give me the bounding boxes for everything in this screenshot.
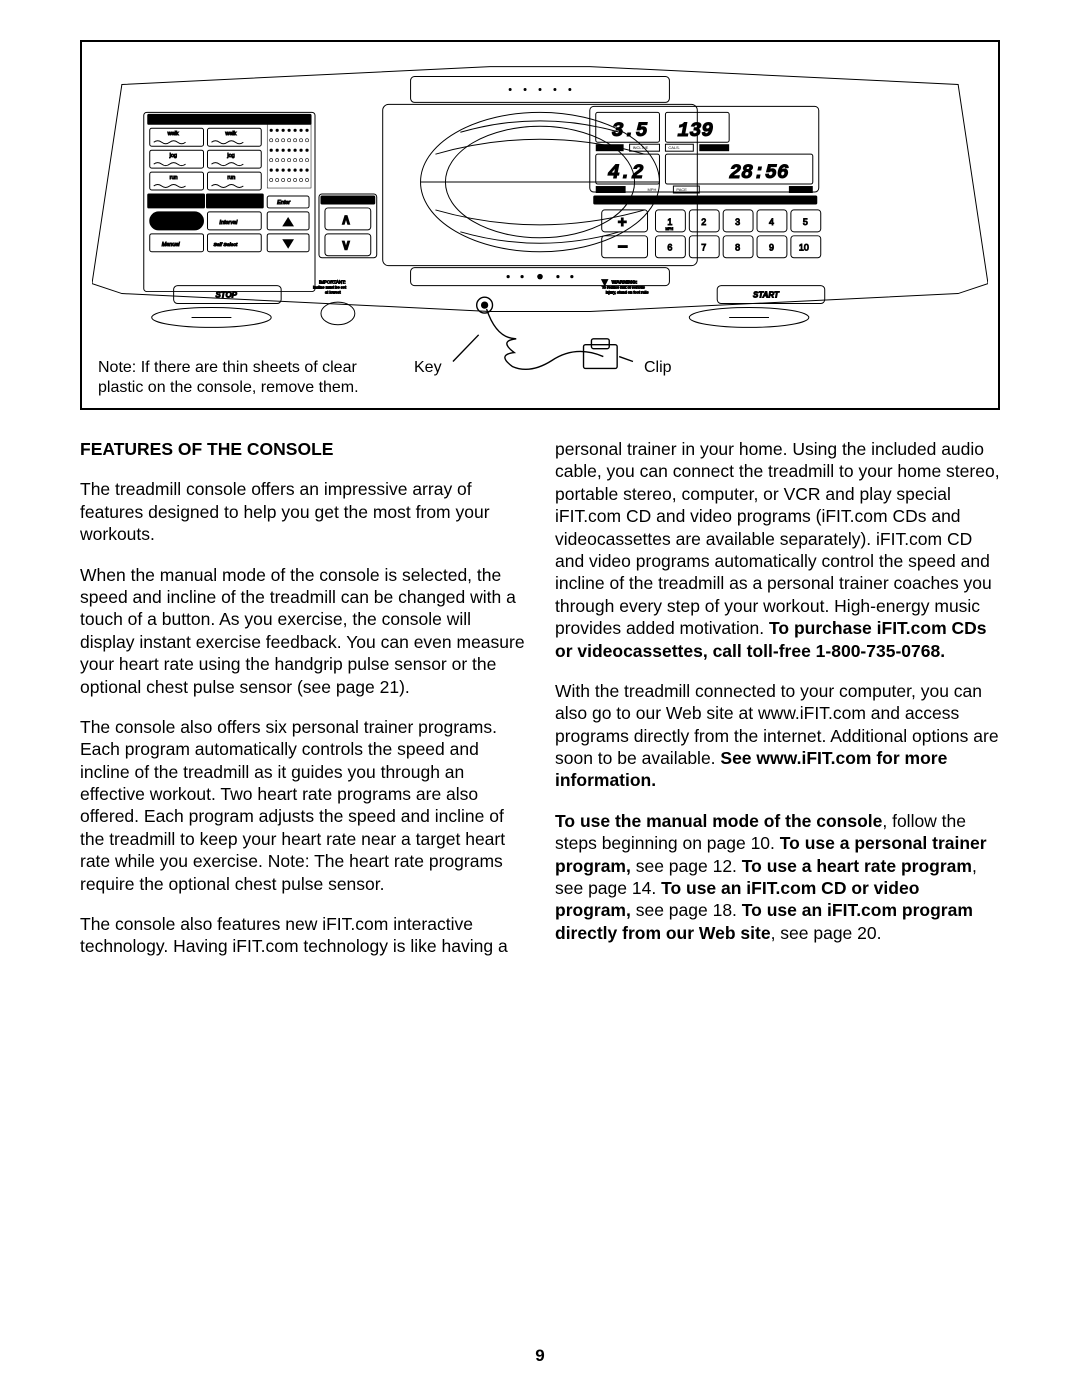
left-p4: The console also features new iFIT.com i… bbox=[80, 913, 525, 958]
svg-text:4: 4 bbox=[769, 217, 774, 227]
svg-text:INCLINE: INCLINE bbox=[633, 145, 649, 150]
svg-text:6: 6 bbox=[667, 243, 672, 253]
svg-text:POWER INCLINE: POWER INCLINE bbox=[324, 198, 361, 203]
svg-text:Self Select: Self Select bbox=[213, 242, 237, 248]
svg-text:8: 8 bbox=[735, 243, 740, 253]
svg-text:−: − bbox=[618, 237, 628, 257]
svg-text:PROGRAMS: PROGRAMS bbox=[215, 203, 239, 208]
svg-text:jog: jog bbox=[169, 153, 177, 159]
page-number: 9 bbox=[0, 1345, 1080, 1367]
diagram-note: Note: If there are thin sheets of clear … bbox=[98, 358, 398, 398]
svg-text:MPH: MPH bbox=[648, 187, 657, 192]
svg-text:TIME: TIME bbox=[792, 187, 802, 192]
svg-text:3: 3 bbox=[735, 217, 740, 227]
right-p1-text: personal trainer in your home. Using the… bbox=[555, 439, 1000, 638]
svg-text:PACE: PACE bbox=[676, 187, 687, 192]
right-p3: To use the manual mode of the console, f… bbox=[555, 810, 1000, 944]
svg-text:10: 10 bbox=[799, 243, 809, 253]
right-p3-5t: , see page 20. bbox=[771, 923, 882, 943]
right-p3-4t: see page 18. bbox=[631, 900, 742, 920]
body-columns: FEATURES OF THE CONSOLE The treadmill co… bbox=[80, 438, 1000, 976]
svg-text:∧: ∧ bbox=[341, 211, 351, 227]
svg-text:4.2: 4.2 bbox=[608, 161, 644, 184]
right-p3-1b: To use the manual mode of the console bbox=[555, 811, 882, 831]
svg-text:∨: ∨ bbox=[341, 237, 351, 253]
diagram-key-label: Key bbox=[414, 358, 442, 378]
svg-text:7: 7 bbox=[701, 243, 706, 253]
svg-text:3.5: 3.5 bbox=[612, 119, 648, 142]
svg-text:PULSE: PULSE bbox=[702, 145, 715, 150]
svg-text:9: 9 bbox=[769, 243, 774, 253]
svg-text:run: run bbox=[170, 175, 178, 181]
right-p1: personal trainer in your home. Using the… bbox=[555, 438, 1000, 662]
svg-text:5: 5 bbox=[803, 217, 808, 227]
left-p3: The console also offers six personal tra… bbox=[80, 716, 525, 895]
svg-text:1: 1 bbox=[667, 217, 672, 227]
svg-text:Interval: Interval bbox=[219, 220, 238, 226]
svg-text:PROGRAMS: PROGRAMS bbox=[158, 201, 182, 206]
svg-text:run: run bbox=[227, 175, 235, 181]
svg-text:iFIT.com: iFIT.com bbox=[158, 220, 183, 226]
svg-text:28:56: 28:56 bbox=[729, 161, 789, 184]
svg-text:START: START bbox=[753, 291, 780, 300]
svg-text:injury, stand on foot rails: injury, stand on foot rails bbox=[606, 290, 649, 295]
svg-text:jog: jog bbox=[226, 153, 234, 159]
left-p1: The treadmill console offers an impressi… bbox=[80, 478, 525, 545]
svg-text:QUICK PROGRAMS: QUICK PROGRAMS bbox=[152, 117, 203, 123]
section-heading: FEATURES OF THE CONSOLE bbox=[80, 438, 525, 460]
right-column: personal trainer in your home. Using the… bbox=[555, 438, 1000, 976]
right-p3-3b: To use a heart rate program bbox=[742, 856, 972, 876]
left-column: FEATURES OF THE CONSOLE The treadmill co… bbox=[80, 438, 525, 976]
svg-text:SPEED: SPEED bbox=[599, 187, 613, 192]
svg-text:at lowest: at lowest bbox=[325, 290, 342, 295]
left-p2: When the manual mode of the console is s… bbox=[80, 564, 525, 698]
svg-text:CALS.: CALS. bbox=[668, 145, 679, 150]
svg-text:QUICK SPEED / QUICK START: QUICK SPEED / QUICK START bbox=[630, 198, 702, 204]
right-p2: With the treadmill connected to your com… bbox=[555, 680, 1000, 792]
svg-text:Manual: Manual bbox=[162, 242, 181, 248]
svg-text:walk: walk bbox=[224, 131, 236, 137]
svg-text:DIST.: DIST. bbox=[599, 145, 609, 150]
svg-text:walk: walk bbox=[167, 131, 179, 137]
diagram-clip-label: Clip bbox=[644, 358, 672, 378]
svg-text:STOP: STOP bbox=[215, 291, 237, 300]
right-p3-2t: see page 12. bbox=[631, 856, 742, 876]
svg-text:MPH: MPH bbox=[665, 227, 673, 231]
svg-text:+: + bbox=[618, 214, 627, 231]
svg-text:139: 139 bbox=[677, 119, 713, 142]
console-diagram-frame: QUICK PROGRAMS walk walk jog jog run run bbox=[80, 40, 1000, 410]
svg-text:Enter: Enter bbox=[277, 200, 290, 206]
svg-text:2: 2 bbox=[701, 217, 706, 227]
console-illustration: QUICK PROGRAMS walk walk jog jog run run bbox=[92, 54, 988, 334]
